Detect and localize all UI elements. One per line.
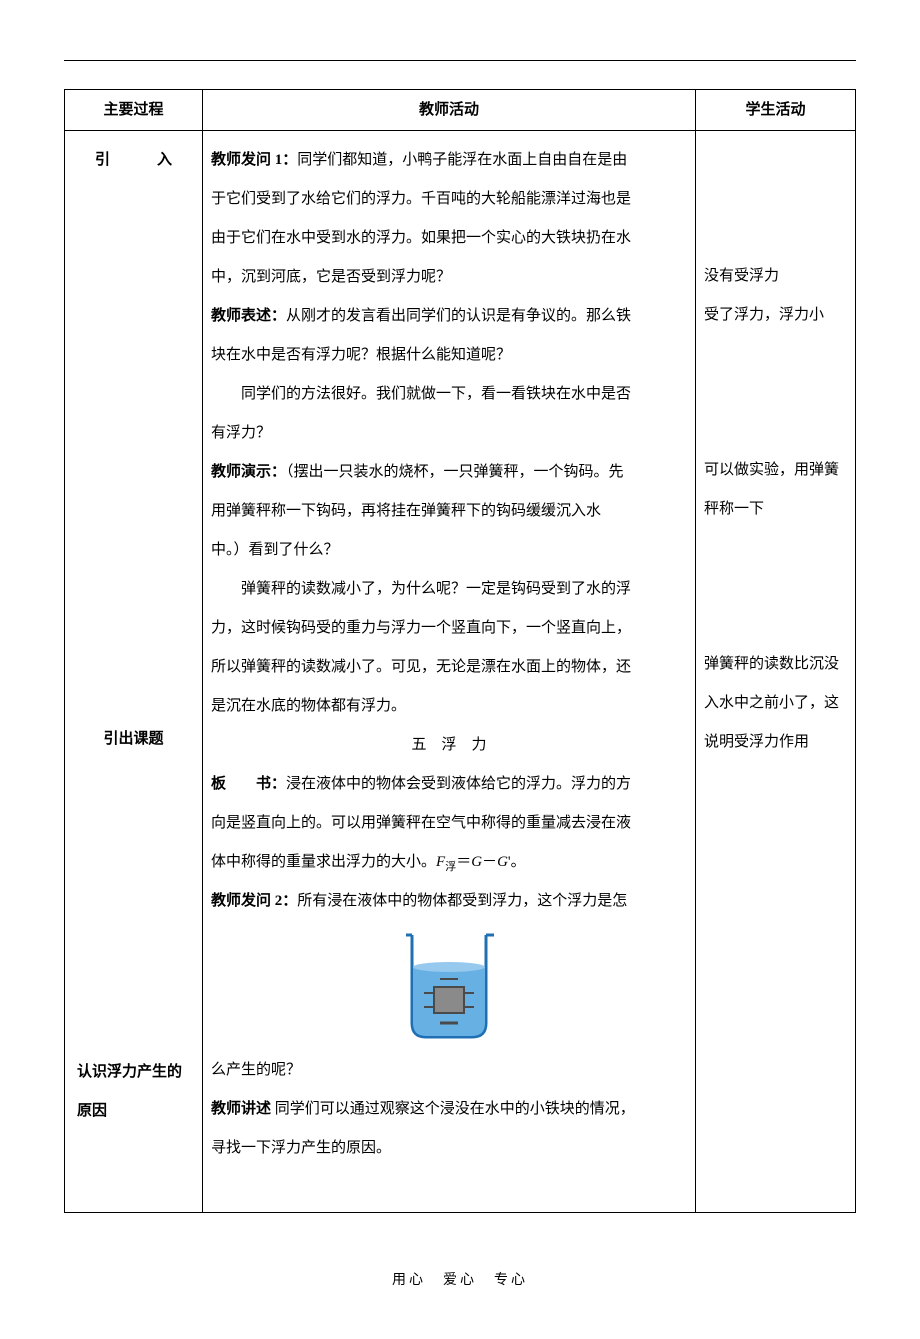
student-r4a: 弹簧秤的读数比沉没 <box>704 645 847 684</box>
section-title-buoyancy: 五 浮 力 <box>211 726 687 765</box>
teacher-demo-label: 教师演示： <box>211 464 286 480</box>
teacher-q1-line3: 由于它们在水中受到水的浮力。如果把一个实心的大铁块扔在水 <box>211 219 687 258</box>
formula-sub: 浮 <box>445 861 456 873</box>
student-r4c: 说明受浮力作用 <box>704 723 847 762</box>
board-l3-pre: 体中称得的重量求出浮力的大小。 <box>211 854 436 870</box>
teacher-q1-text1: 同学们都知道，小鸭子能浮在水面上自由自在是由 <box>297 152 627 168</box>
beaker-diagram <box>211 927 687 1049</box>
teacher-demo-line4: 弹簧秤的读数减小了，为什么呢？一定是钩码受到了水的浮 <box>211 570 687 609</box>
teacher-demo-line5: 力，这时候钩码受的重力与浮力一个竖直向下，一个竖直向上， <box>211 609 687 648</box>
teacher-q2-line1: 教师发问 2：所有浸在液体中的物体都受到浮力，这个浮力是怎 <box>211 882 687 921</box>
iron-block <box>434 987 464 1013</box>
teacher-talk-text1: 同学们可以通过观察这个浸没在水中的小铁块的情况， <box>271 1101 635 1117</box>
beaker-icon <box>394 927 504 1045</box>
board-line1: 板 书：浸在液体中的物体会受到液体给它的浮力。浮力的方 <box>211 765 687 804</box>
student-r4b: 入水中之前小了，这 <box>704 684 847 723</box>
teacher-state-line1: 教师表述：从刚才的发言看出同学们的认识是有争议的。那么铁 <box>211 297 687 336</box>
teacher-q1-line2: 于它们受到了水给它们的浮力。千百吨的大轮船能漂洋过海也是 <box>211 180 687 219</box>
top-horizontal-rule <box>64 60 856 61</box>
board-line2: 向是竖直向上的。可以用弹簧秤在空气中称得的重量减去浸在液 <box>211 804 687 843</box>
label-reason: 认识浮力产生的原因 <box>73 1053 194 1131</box>
teacher-state-line2: 块在水中是否有浮力呢？根据什么能知道呢？ <box>211 336 687 375</box>
cell-teacher-activity: 教师发问 1：同学们都知道，小鸭子能浮在水面上自由自在是由 于它们受到了水给它们… <box>203 131 696 1213</box>
teacher-q1-line4: 中，沉到河底，它是否受到浮力呢？ <box>211 258 687 297</box>
formula-tail: '。 <box>508 854 526 870</box>
teacher-talk-line1: 教师讲述 同学们可以通过观察这个浸没在水中的小铁块的情况， <box>211 1090 687 1129</box>
formula-F: F <box>436 854 445 870</box>
teacher-demo-line6: 所以弹簧秤的读数减小了。可见，无论是漂在水面上的物体，还 <box>211 648 687 687</box>
teacher-q1-label: 教师发问 1： <box>211 152 297 168</box>
header-teacher-activity: 教师活动 <box>203 90 696 131</box>
student-r2: 受了浮力，浮力小 <box>704 296 847 335</box>
teacher-state-label: 教师表述： <box>211 308 286 324</box>
teacher-state-line3: 同学们的方法很好。我们就做一下，看一看铁块在水中是否 <box>211 375 687 414</box>
formula-eq: ＝ <box>456 854 471 870</box>
teacher-talk-line2: 寻找一下浮力产生的原因。 <box>211 1129 687 1168</box>
student-r3a: 可以做实验，用弹簧 <box>704 451 847 490</box>
student-r3b: 秤称一下 <box>704 490 847 529</box>
page-footer: 用心 爱心 专心 <box>64 1263 856 1299</box>
teacher-demo-line3: 中。）看到了什么？ <box>211 531 687 570</box>
table-body-row: 引入 引出课题 认识浮力产生的原因 教师发问 1：同学们都知道，小鸭子能浮在水面… <box>65 131 856 1213</box>
formula-Gprime: G <box>497 854 508 870</box>
header-main-process: 主要过程 <box>65 90 203 131</box>
teacher-demo-line2: 用弹簧秤称一下钩码，再将挂在弹簧秤下的钩码缓缓沉入水 <box>211 492 687 531</box>
teacher-state-text1: 从刚才的发言看出同学们的认识是有争议的。那么铁 <box>286 308 631 324</box>
board-label: 板 书： <box>211 776 286 792</box>
cell-main-process: 引入 引出课题 认识浮力产生的原因 <box>65 131 203 1213</box>
header-student-activity: 学生活动 <box>696 90 856 131</box>
teacher-demo-line1: 教师演示：（摆出一只装水的烧杯，一只弹簧秤，一个钩码。先 <box>211 453 687 492</box>
lesson-plan-table: 主要过程 教师活动 学生活动 引入 引出课题 认识浮力产生的原因 教师发问 1：… <box>64 89 856 1213</box>
board-text1: 浸在液体中的物体会受到液体给它的浮力。浮力的方 <box>286 776 631 792</box>
teacher-q2-label: 教师发问 2： <box>211 893 297 909</box>
formula-minus: － <box>482 854 497 870</box>
teacher-q2-line2: 么产生的呢？ <box>211 1051 687 1090</box>
cell-student-activity: 没有受浮力 受了浮力，浮力小 可以做实验，用弹簧 秤称一下 弹簧秤的读数比沉没 … <box>696 131 856 1213</box>
teacher-q2-text1: 所有浸在液体中的物体都受到浮力，这个浮力是怎 <box>297 893 627 909</box>
student-r1: 没有受浮力 <box>704 257 847 296</box>
board-line3: 体中称得的重量求出浮力的大小。F浮＝G－G'。 <box>211 843 687 882</box>
teacher-state-line4: 有浮力？ <box>211 414 687 453</box>
formula-G: G <box>471 854 482 870</box>
water-surface <box>413 962 485 972</box>
teacher-talk-label: 教师讲述 <box>211 1101 271 1117</box>
teacher-demo-line7: 是沉在水底的物体都有浮力。 <box>211 687 687 726</box>
label-intro: 引入 <box>73 141 194 180</box>
table-header-row: 主要过程 教师活动 学生活动 <box>65 90 856 131</box>
teacher-demo-text1: （摆出一只装水的烧杯，一只弹簧秤，一个钩码。先 <box>286 464 624 480</box>
label-topic: 引出课题 <box>73 720 194 759</box>
teacher-q1-line1: 教师发问 1：同学们都知道，小鸭子能浮在水面上自由自在是由 <box>211 141 687 180</box>
